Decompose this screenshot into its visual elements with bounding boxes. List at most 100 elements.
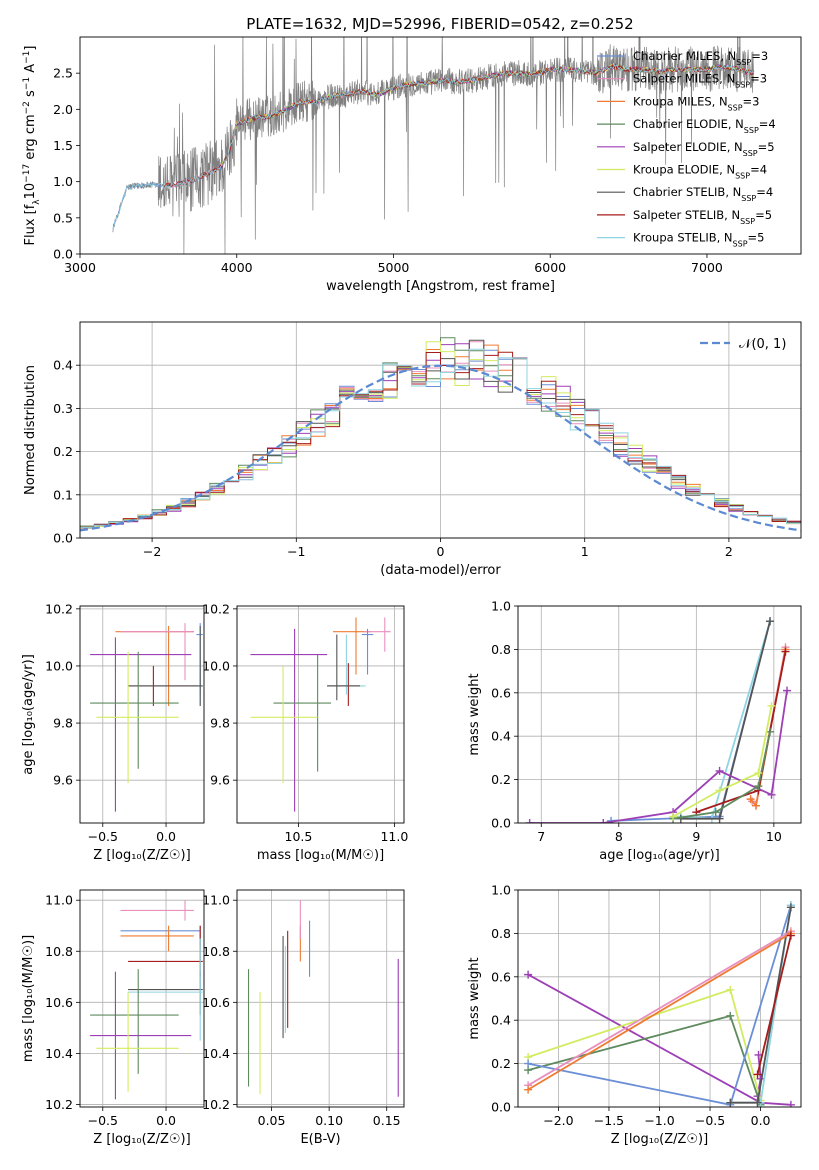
weight-marker [726,985,735,994]
legend-label: Kroupa MILES, NSSP=3 [633,94,759,112]
weight-marker [783,686,792,695]
weight-line [756,935,792,1075]
x-tick-label: 6000 [534,260,566,275]
x-tick-label: 7 [537,829,545,844]
weight-vs-age-chart: 7 8 9 10 0.0 0.2 0.4 0.6 0.8 1.0 age [log₁₀(age/yr… [467,599,802,863]
y-tick-label: 1.0 [491,599,511,614]
x-axis-label: (data-model)/error [380,563,501,578]
y-tick-label: 0.4 [491,1013,511,1028]
weight-marker [752,801,761,810]
legend-label: Chabrier MILES, NSSP=3 [633,49,768,67]
y-tick-label: 1.0 [491,883,511,898]
y-tick-label: 10.4 [202,1046,230,1061]
weight-line [672,731,771,820]
x-tick-label: 4000 [221,260,253,275]
x-tick-label: 0.0 [156,829,176,844]
legend-label: Chabrier STELIB, NSSP=4 [633,185,773,203]
x-tick-label: 7000 [691,260,723,275]
weight-vs-Z-chart: −2.0 −1.5 −1.0 −0.5 0.0 0.0 0.2 0.4 0.6 0.8 1.0 Z [… [467,883,802,1147]
y-tick-label: 10.0 [45,658,73,673]
y-tick-label: 0.4 [491,729,511,744]
plot-area [112,37,755,254]
y-tick-label: 0.2 [491,772,511,787]
x-tick-label: 2 [725,544,733,559]
x-tick-label: 0.15 [373,1113,401,1128]
mass-vs-ebv-chart: 0.05 0.10 0.15 10.2 10.4 10.6 10.8 11.0 E(B-V) [202,889,405,1147]
legend-label: Salpeter ELODIE, NSSP=5 [633,140,775,158]
y-tick-label: 1.5 [53,138,73,153]
x-tick-label: −2.0 [543,1113,573,1128]
y-tick-label: 10.8 [202,944,230,959]
legend-label: Salpeter STELIB, NSSP=5 [633,208,772,226]
y-axis-label: Flux [fλ10−17 erg cm−2 s−1 A−1] [22,46,42,246]
y-tick-label: 9.8 [53,716,73,731]
x-tick-label: 10.5 [285,829,313,844]
weight-marker [669,812,678,821]
x-tick-label: 0.05 [258,1113,286,1128]
weight-marker [754,1050,763,1059]
x-tick-label: −2 [143,544,161,559]
weight-line [680,620,771,820]
x-tick-label: 0.0 [751,1113,771,1128]
x-tick-label: −1 [287,544,305,559]
legend-label: Kroupa ELODIE, NSSP=4 [633,163,767,181]
y-tick-label: 11.0 [45,893,73,908]
y-tick-label: 9.8 [210,716,230,731]
spectrum-chart: 3000 4000 5000 6000 7000 0.0 0.5 1.0 1.5 2.0 2.5 wa… [22,36,802,294]
weight-marker [753,1098,762,1107]
y-tick-label: 0.8 [491,926,511,941]
x-axis-label: Z [log₁₀(Z/Z☉)] [93,1132,190,1147]
y-tick-label: 0.1 [53,487,73,502]
x-tick-label: 10 [766,829,782,844]
weight-marker [746,795,755,804]
axes-frame [236,889,405,1108]
axes-frame [517,605,802,824]
x-tick-label: 0.10 [315,1113,343,1128]
x-tick-label: 8 [615,829,623,844]
plot-area [90,623,203,812]
x-tick-label: 9 [692,829,700,844]
weight-marker [786,903,795,912]
plot-area [250,617,391,812]
x-tick-label: 1 [581,544,589,559]
y-tick-label: 0.0 [53,531,73,546]
y-tick-label: 2.5 [53,66,73,81]
x-axis-label: Z [log₁₀(Z/Z☉)] [611,1132,708,1147]
axes-frame [79,889,205,1108]
x-tick-label: 0 [437,544,445,559]
weight-line [610,620,771,822]
legend-label: 𝒩(0, 1) [739,337,786,352]
y-tick-label: 0.0 [491,816,511,831]
x-axis-label: mass [log₁₀(M/M☉)] [257,848,384,863]
y-tick-label: 10.6 [202,995,230,1010]
y-tick-label: 0.4 [53,358,73,373]
plot-area [90,900,203,1100]
y-tick-label: 0.0 [491,1100,511,1115]
x-tick-label: −0.5 [88,1113,118,1128]
y-tick-label: 10.2 [45,601,73,616]
y-tick-label: 10.8 [45,944,73,959]
y-tick-label: 9.6 [53,773,73,788]
age-vs-Z-chart: −0.5 0.0 9.6 9.8 10.0 10.2 Z [log₁₀(Z/Z☉)] age … [21,601,205,863]
weight-marker [524,1059,533,1068]
x-tick-label: 11.0 [380,829,408,844]
axes-frame [517,889,802,1108]
weight-marker [726,1098,735,1107]
legend-label: Kroupa STELIB, NSSP=5 [633,231,764,249]
x-tick-label: 0.0 [156,1113,176,1128]
y-tick-label: 0.2 [491,1056,511,1071]
y-tick-label: 0.5 [53,210,73,225]
x-tick-label: −1.0 [644,1113,674,1128]
weight-marker [599,819,608,823]
weight-line [527,930,792,1087]
y-tick-label: 0.6 [491,685,511,700]
hist-step-kroupa-stelib [80,348,801,529]
y-axis-label: mass weight [467,957,482,1039]
legend-label: Salpeter MILES, NSSP=3 [633,72,767,90]
y-tick-label: 1.0 [53,174,73,189]
model-line-kroupa-stelib [112,64,754,229]
weight-marker [711,808,720,817]
y-axis-label: mass [log₁₀(M/M☉)] [21,935,36,1062]
axes-frame [79,36,802,255]
axes-frame [79,321,802,539]
